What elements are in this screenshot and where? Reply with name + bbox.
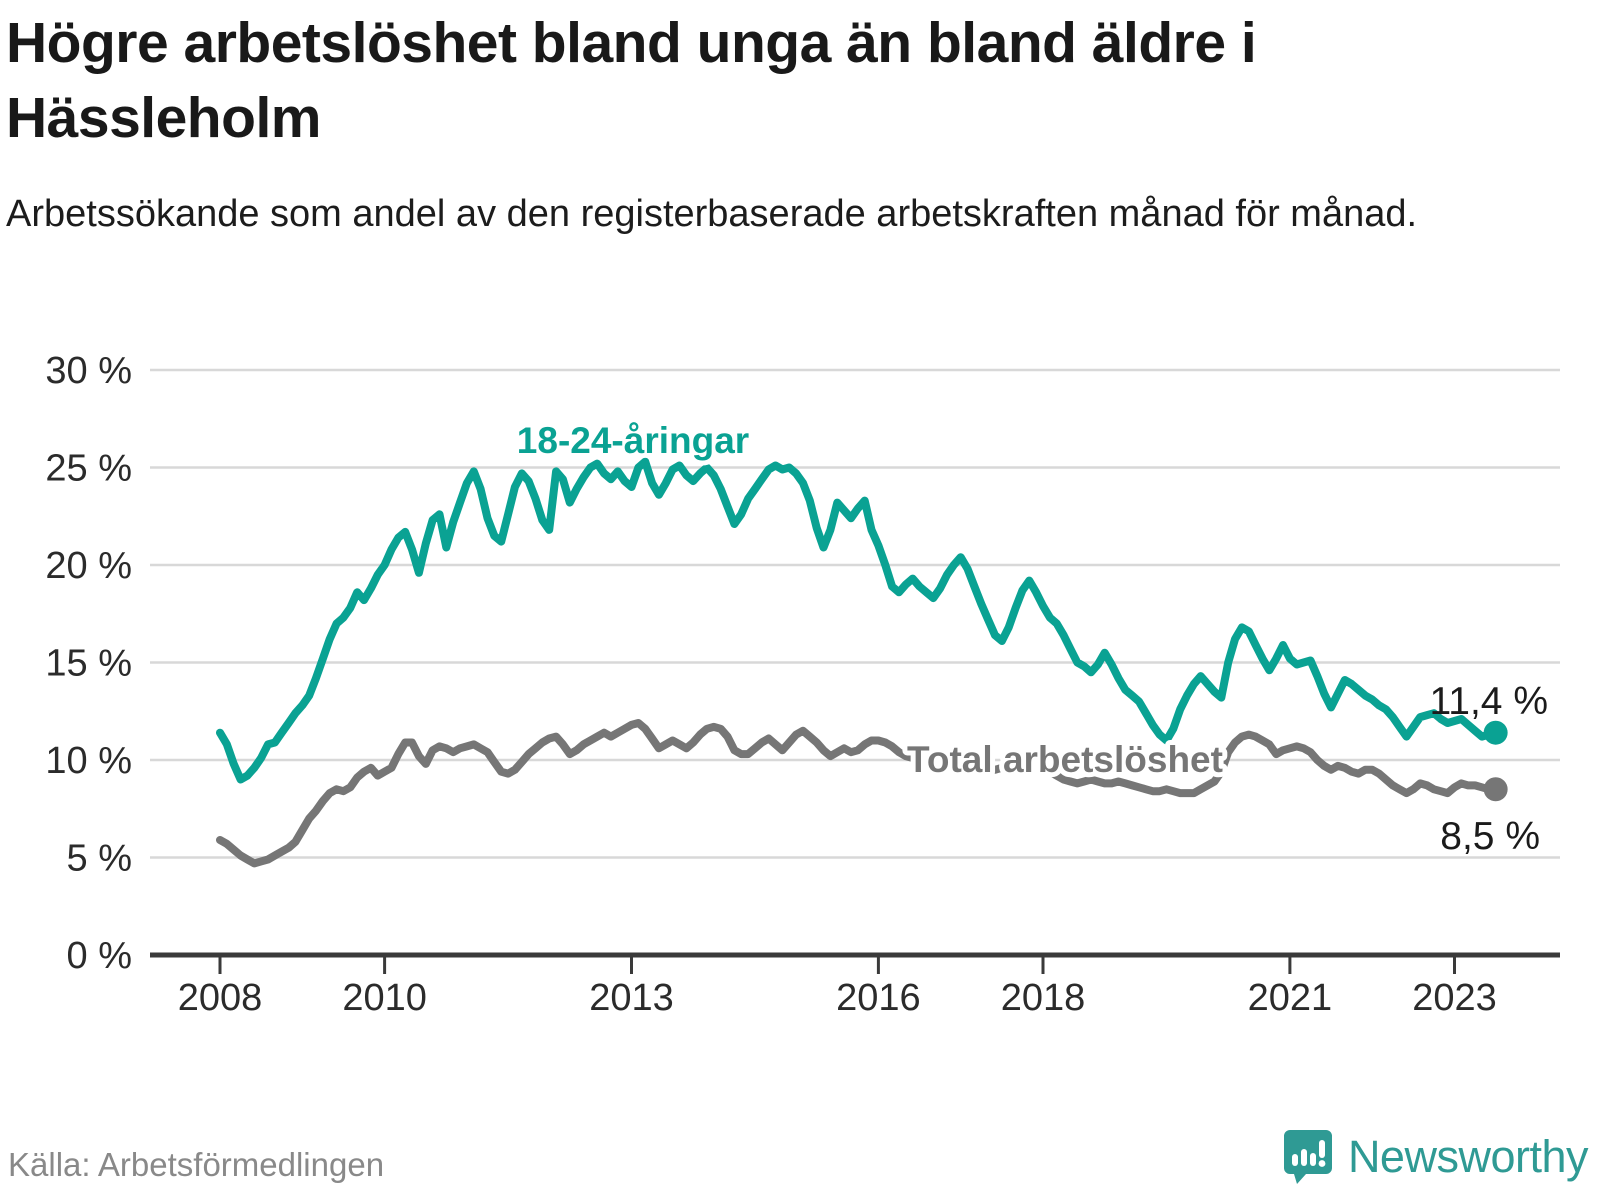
series-line-youth [216,457,1500,784]
x-axis-label: 2021 [1248,977,1333,1019]
x-axis-label: 2023 [1412,977,1497,1019]
y-axis-label: 20 % [45,545,132,587]
y-axis-label: 5 % [67,838,132,880]
y-axis-label: 15 % [45,643,132,685]
chart-subtitle: Arbetssökande som andel av den registerb… [6,193,1418,235]
annotation-youth-value: 11,4 % [1429,680,1548,723]
x-axis-label: 2010 [342,977,427,1019]
series-label-youth: 18-24-åringar [517,420,749,461]
end-dot-youth [1483,720,1508,745]
newsworthy-logo-icon [1283,1130,1332,1184]
page-title: Högre arbetslöshet bland unga än bland ä… [6,11,1257,151]
end-dot-total [1483,777,1508,802]
y-axis-label: 10 % [45,740,132,782]
y-axis-label: 30 % [45,350,132,392]
series-line-total [216,719,1500,868]
newsworthy-logo: Newsworthy [1282,1128,1589,1186]
x-axis-label: 2013 [589,977,674,1019]
y-axis-label: 0 % [67,935,132,977]
newsworthy-logo-text: Newsworthy [1347,1131,1589,1182]
x-axis-label: 2016 [836,977,921,1019]
source-note: Källa: Arbetsförmedlingen [8,1146,385,1183]
x-axis-label: 2018 [1001,977,1086,1019]
x-axis-label: 2008 [178,977,263,1019]
series-label-total: Total arbetslöshet [907,739,1223,780]
y-axis-label: 25 % [45,448,132,490]
annotation-total-value: 8,5 % [1440,815,1540,858]
